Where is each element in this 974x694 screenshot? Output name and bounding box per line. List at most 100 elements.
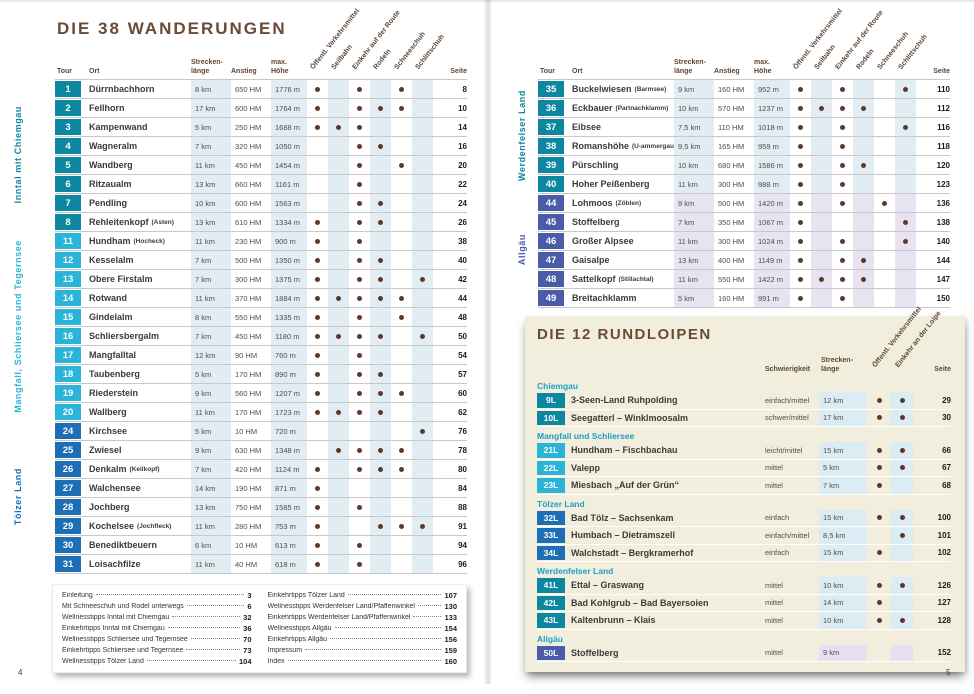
feature-cell-einkehr-auf-der-route bbox=[832, 137, 853, 155]
feature-cell-einkehr-auf-der-route bbox=[349, 479, 370, 497]
toc-page-number: 133 bbox=[444, 613, 457, 622]
max-elevation-value: 1688 m bbox=[271, 118, 307, 136]
distance-value: 12 km bbox=[819, 392, 867, 409]
feature-cell-schneeschuh bbox=[391, 270, 412, 288]
badge-gap bbox=[81, 99, 89, 117]
hike-name: Eckbauer (Partnachklamm) bbox=[572, 99, 674, 117]
feature-cell-schneeschuh bbox=[874, 232, 895, 250]
feature-cell-seilbahn bbox=[328, 99, 349, 117]
feature-dot-oeffentl-verkehrsmittel bbox=[315, 390, 320, 396]
distance-value: 10 km bbox=[819, 612, 867, 629]
feature-cell-oeffentl-verkehrsmittel bbox=[307, 232, 328, 250]
badge-gap bbox=[81, 517, 89, 535]
hikes-table-right: Tour Ort Strecken- länge Anstieg max. Höhe Se… bbox=[538, 8, 950, 308]
page-ref: 68 bbox=[942, 480, 951, 490]
loipe-row: 32L Bad Tölz – Sachsenkam einfach 15 km 100 bbox=[537, 509, 951, 527]
region-label-text: Werdenfelser Land bbox=[517, 90, 527, 182]
feature-cell-rodeln bbox=[370, 308, 391, 326]
feature-cell-oeffentl-verkehrsmittel bbox=[790, 194, 811, 212]
feature-dot-rodeln bbox=[861, 162, 866, 168]
hike-name-text: Rotwand bbox=[89, 293, 127, 303]
hike-row: 49 Breitachklamm 5 km 160 HM 991 m 150 bbox=[538, 289, 950, 308]
region-label: Tölzer Land bbox=[10, 421, 26, 573]
page-number-right: 5 bbox=[946, 668, 951, 677]
ascent-value: 570 HM bbox=[718, 103, 745, 113]
feature-dot-oeffentl-verkehrsmittel bbox=[876, 600, 882, 606]
feature-cell-einkehr-auf-der-route bbox=[349, 232, 370, 250]
toc-leader bbox=[190, 638, 241, 639]
feature-cell-oeffentl-verkehrsmittel bbox=[307, 422, 328, 440]
feature-cell-seilbahn bbox=[811, 137, 832, 155]
feature-dot-oeffentl-verkehrsmittel bbox=[798, 105, 803, 111]
feature-cell-einkehr-auf-der-route bbox=[349, 251, 370, 269]
feature-cell-seilbahn bbox=[811, 99, 832, 117]
feature-cell-einkehr-auf-der-route bbox=[832, 156, 853, 174]
hike-row: 37 Eibsee 7,5 km 110 HM 1018 m 116 bbox=[538, 118, 950, 137]
hike-row: 12 Kesselalm 7 km 500 HM 1350 m 40 bbox=[55, 251, 467, 270]
hike-section: 24 Kirchsee 5 km 10 HM 720 m 76 25 Zwiesel 9 km 6… bbox=[55, 422, 467, 574]
col-header-tour: Tour bbox=[57, 67, 73, 75]
feature-cell-schneeschuh bbox=[391, 479, 412, 497]
hike-name: Lohmoos (Zöblen) bbox=[572, 194, 674, 212]
loipe-row: 42L Bad Kohlgrub – Bad Bayersoien mittel 14… bbox=[537, 594, 951, 612]
page-ref: 126 bbox=[937, 580, 951, 590]
feature-dot-einkehr-auf-der-route bbox=[357, 504, 362, 510]
toc-page-number: 3 bbox=[247, 591, 252, 600]
col-header-seite: Seite bbox=[450, 67, 467, 75]
page-ref: 120 bbox=[936, 160, 950, 170]
feature-cell-schneeschuh bbox=[391, 384, 412, 402]
hike-name: Romanshöhe (U-ammergau) bbox=[572, 137, 674, 155]
feature-cell-einkehr-an-der-loipe bbox=[891, 644, 913, 661]
feature-cell-rodeln bbox=[853, 175, 874, 193]
hike-row: 6 Ritzaualm 13 km 660 HM 1161 m 22 bbox=[55, 175, 467, 194]
hike-row: 14 Rotwand 11 km 370 HM 1884 m 44 bbox=[55, 289, 467, 308]
feature-cell-rodeln bbox=[370, 194, 391, 212]
feature-cell-seilbahn bbox=[328, 479, 349, 497]
feature-dot-einkehr-auf-der-route bbox=[357, 561, 362, 567]
max-elevation-value: 900 m bbox=[271, 232, 307, 250]
feature-cell-schlittschuh bbox=[895, 99, 916, 117]
feature-dot-schlittschuh bbox=[903, 219, 908, 225]
feature-cell-schlittschuh bbox=[895, 232, 916, 250]
col-header-seilbahn: Seilbahn bbox=[813, 43, 837, 71]
max-elevation-value: 1335 m bbox=[271, 308, 307, 326]
feature-cell-rodeln bbox=[370, 498, 391, 516]
feature-dot-einkehr-an-der-loipe bbox=[899, 617, 905, 623]
feature-cell-seilbahn bbox=[328, 308, 349, 326]
feature-cell-einkehr-auf-der-route bbox=[349, 137, 370, 155]
feature-cell-schlittschuh bbox=[895, 175, 916, 193]
ascent-value: 160 HM bbox=[718, 293, 745, 303]
max-elevation-value: 1018 m bbox=[754, 118, 790, 136]
feature-dot-einkehr-auf-der-route bbox=[840, 238, 845, 244]
feature-dot-einkehr-an-der-loipe bbox=[899, 515, 905, 521]
hike-name: Mangfalltal bbox=[89, 346, 191, 364]
toc-page-number: 6 bbox=[247, 602, 252, 611]
feature-dot-oeffentl-verkehrsmittel bbox=[798, 276, 803, 282]
hike-name-text: Schliersbergalm bbox=[89, 331, 160, 341]
toc-page-number: 154 bbox=[444, 624, 457, 633]
hike-name-note: (U-ammergau) bbox=[632, 142, 674, 150]
feature-cell-oeffentl-verkehrsmittel bbox=[790, 118, 811, 136]
toc-item: Einkehrtipps Werdenfelser Land/Pfaffenwi… bbox=[268, 612, 458, 623]
feature-cell-seilbahn bbox=[811, 232, 832, 250]
hike-name: Kochelsee (Jochfleck) bbox=[89, 517, 191, 535]
feature-cell-schlittschuh bbox=[412, 460, 433, 478]
tour-badge: 36 bbox=[538, 100, 564, 116]
page-ref: 123 bbox=[936, 179, 950, 189]
badge-gap bbox=[81, 308, 89, 326]
page-ref: 78 bbox=[458, 445, 467, 455]
feature-cell-oeffentl-verkehrsmittel bbox=[307, 270, 328, 288]
tour-badge: 17 bbox=[55, 347, 81, 363]
distance-value: 14 km bbox=[191, 479, 231, 497]
hike-row: 4 Wagneralm 7 km 320 HM 1050 m 16 bbox=[55, 137, 467, 156]
distance-value: 7 km bbox=[674, 213, 714, 231]
hike-name-text: Eibsee bbox=[572, 122, 602, 132]
page-ref: 147 bbox=[936, 274, 950, 284]
feature-cell-rodeln bbox=[853, 232, 874, 250]
feature-dot-einkehr-auf-der-route bbox=[840, 162, 845, 168]
loipe-badge: 9L bbox=[537, 393, 565, 408]
feature-dot-einkehr-auf-der-route bbox=[357, 390, 362, 396]
col-header-streckenlaenge: Strecken- länge bbox=[821, 357, 853, 373]
feature-cell-schlittschuh bbox=[412, 80, 433, 98]
feature-dot-rodeln bbox=[378, 143, 383, 149]
